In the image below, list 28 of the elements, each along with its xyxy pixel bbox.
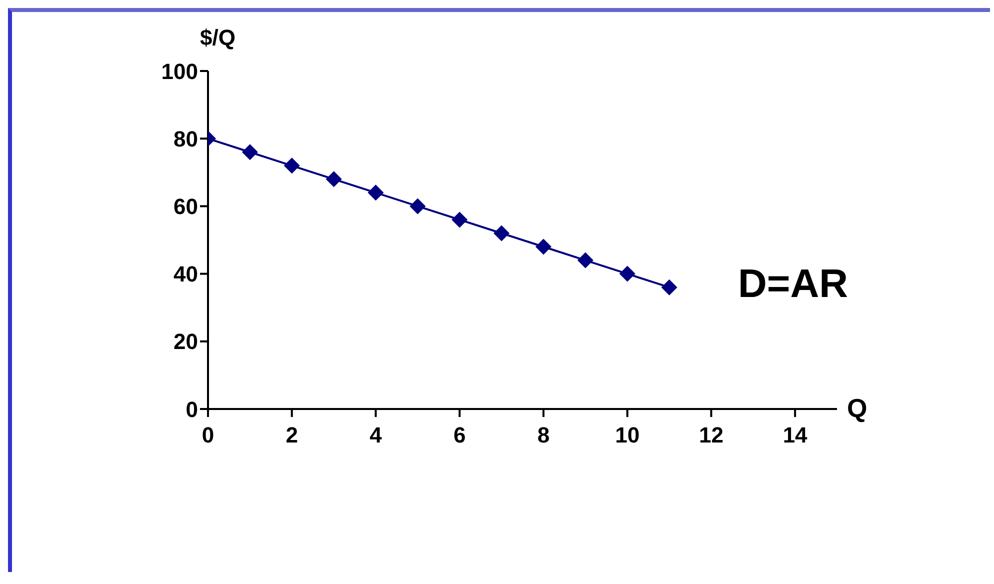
x-tick-label: 6 — [453, 422, 466, 448]
x-tick-label: 14 — [782, 422, 808, 448]
y-tick-label: 100 — [161, 58, 198, 84]
x-tick-label: 0 — [202, 422, 214, 448]
x-tick-label: 4 — [370, 422, 383, 448]
x-axis-title: Q — [847, 393, 868, 424]
point — [577, 252, 594, 268]
y-tick-label: 80 — [174, 126, 198, 152]
point — [242, 144, 258, 160]
point — [326, 171, 342, 188]
point — [284, 158, 300, 174]
y-tick-label: 60 — [174, 194, 198, 220]
x-tick-label: 12 — [698, 422, 724, 448]
point — [494, 225, 510, 242]
y-tick-label: 20 — [174, 329, 198, 354]
point — [410, 198, 426, 214]
point — [619, 266, 636, 282]
x-tick-label: 2 — [286, 422, 298, 448]
point — [535, 238, 552, 255]
y-tick-label: 40 — [174, 262, 198, 287]
x-tick-label: 10 — [615, 422, 640, 448]
point — [368, 184, 384, 201]
annotation: D=AR — [738, 262, 848, 307]
y-axis-title: $/Q — [200, 25, 236, 51]
point — [661, 279, 678, 296]
point — [452, 212, 468, 228]
y-tick-label: 0 — [186, 396, 198, 422]
x-tick-label: 8 — [537, 422, 550, 448]
